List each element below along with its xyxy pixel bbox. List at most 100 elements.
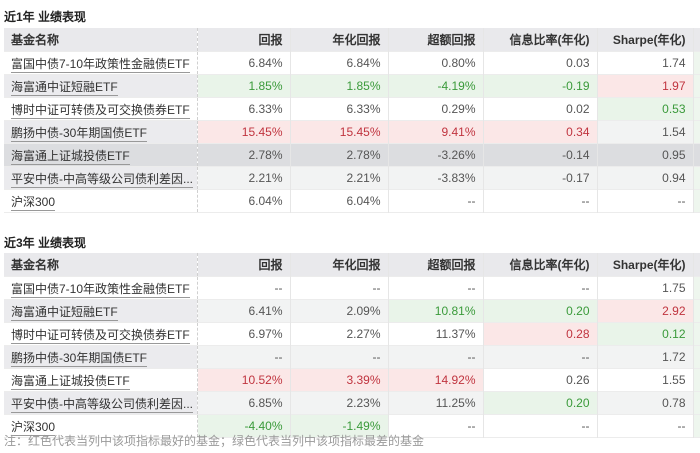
overflow-cell bbox=[693, 143, 700, 167]
column-header-3[interactable]: 超额回报 bbox=[388, 28, 484, 52]
metric-cell: -- bbox=[290, 276, 389, 300]
fund-name-link[interactable]: 海富通中证短融ETF bbox=[11, 79, 118, 96]
metric-cell: -- bbox=[197, 345, 291, 369]
fund-name-link[interactable]: 博时中证可转债及可交换债券ETF bbox=[11, 327, 190, 344]
fund-name-cell: 富国中债7-10年政策性金融债ETF bbox=[4, 51, 198, 75]
fund-name-link[interactable]: 博时中证可转债及可交换债券ETF bbox=[11, 102, 190, 119]
fund-name-cell: 平安中债-中高等级公司债利差因... bbox=[4, 166, 198, 190]
section-title-3y: 近3年 业绩表现 bbox=[4, 236, 87, 250]
column-header-5[interactable]: Sharpe(年化) bbox=[597, 28, 694, 52]
fund-name-cell: 海富通中证短融ETF bbox=[4, 74, 198, 98]
metric-cell: -- bbox=[290, 345, 389, 369]
metric-cell: 1.55 bbox=[597, 368, 694, 392]
table-row: 博时中证可转债及可交换债券ETF 6.97% 2.27% 11.37% 0.28 0.12 bbox=[4, 322, 700, 346]
metric-cell: 2.09% bbox=[290, 299, 389, 323]
metric-cell: -0.14 bbox=[483, 143, 598, 167]
metric-cell: -- bbox=[483, 345, 598, 369]
metric-cell: 0.78 bbox=[597, 391, 694, 415]
metric-cell: 6.84% bbox=[197, 51, 291, 75]
metric-cell: -4.19% bbox=[388, 74, 484, 98]
table-row: 平安中债-中高等级公司债利差因... 6.85% 2.23% 11.25% 0.20 0.… bbox=[4, 391, 700, 415]
metric-cell: 6.97% bbox=[197, 322, 291, 346]
table-row: 博时中证可转债及可交换债券ETF 6.33% 6.33% 0.29% 0.02 0.53 bbox=[4, 97, 700, 121]
fund-name-cell: 沪深300 bbox=[4, 189, 198, 213]
metric-cell: 6.84% bbox=[290, 51, 389, 75]
overflow-cell bbox=[693, 120, 700, 144]
metric-cell: 2.78% bbox=[290, 143, 389, 167]
metric-cell: -- bbox=[597, 189, 694, 213]
metric-cell: 0.20 bbox=[483, 299, 598, 323]
metric-cell: 2.78% bbox=[197, 143, 291, 167]
fund-name-link[interactable]: 平安中债-中高等级公司债利差因... bbox=[11, 396, 193, 413]
column-header-name[interactable]: 基金名称 bbox=[4, 28, 198, 52]
metric-cell: 1.97 bbox=[597, 74, 694, 98]
fund-name-cell: 海富通中证短融ETF bbox=[4, 299, 198, 323]
metric-cell: 0.20 bbox=[483, 391, 598, 415]
overflow-cell bbox=[693, 391, 700, 415]
fund-name-cell: 富国中债7-10年政策性金融债ETF bbox=[4, 276, 198, 300]
fund-name-cell: 海富通上证城投债ETF bbox=[4, 143, 198, 167]
column-header-4[interactable]: 信息比率(年化) bbox=[483, 28, 598, 52]
overflow-cell bbox=[693, 97, 700, 121]
performance-table-1y: 基金名称 回报 年化回报 超额回报 信息比率(年化) Sharpe(年化) 富国中债7-1… bbox=[4, 28, 700, 213]
metric-cell: 6.33% bbox=[290, 97, 389, 121]
metric-cell: 0.26 bbox=[483, 368, 598, 392]
table-row: 富国中债7-10年政策性金融债ETF -- -- -- -- 1.75 bbox=[4, 276, 700, 300]
metric-cell: 10.52% bbox=[197, 368, 291, 392]
fund-name-link[interactable]: 平安中债-中高等级公司债利差因... bbox=[11, 171, 193, 188]
column-header-4[interactable]: 信息比率(年化) bbox=[483, 253, 598, 277]
metric-cell: -4.40% bbox=[197, 414, 291, 438]
metric-cell: 0.12 bbox=[597, 322, 694, 346]
metric-cell: -- bbox=[197, 276, 291, 300]
overflow-cell bbox=[693, 276, 700, 300]
column-header-1[interactable]: 回报 bbox=[197, 253, 291, 277]
metric-cell: -- bbox=[483, 276, 598, 300]
overflow-cell bbox=[693, 322, 700, 346]
metric-cell: 2.92 bbox=[597, 299, 694, 323]
column-header-3[interactable]: 超额回报 bbox=[388, 253, 484, 277]
metric-cell: 15.45% bbox=[197, 120, 291, 144]
fund-name-cell: 海富通上证城投债ETF bbox=[4, 368, 198, 392]
metric-cell: 0.28 bbox=[483, 322, 598, 346]
section-title-1y: 近1年 业绩表现 bbox=[4, 10, 87, 24]
table-row: 海富通上证城投债ETF 10.52% 3.39% 14.92% 0.26 1.55 bbox=[4, 368, 700, 392]
fund-name-link[interactable]: 富国中债7-10年政策性金融债ETF bbox=[11, 281, 190, 298]
metric-cell: 1.74 bbox=[597, 51, 694, 75]
metric-cell: -1.49% bbox=[290, 414, 389, 438]
metric-cell: 10.81% bbox=[388, 299, 484, 323]
metric-cell: 0.34 bbox=[483, 120, 598, 144]
fund-name-cell: 博时中证可转债及可交换债券ETF bbox=[4, 97, 198, 121]
fund-name-link[interactable]: 海富通上证城投债ETF bbox=[11, 373, 130, 390]
column-header-5[interactable]: Sharpe(年化) bbox=[597, 253, 694, 277]
metric-cell: 1.75 bbox=[597, 276, 694, 300]
metric-cell: -- bbox=[597, 414, 694, 438]
metric-cell: 9.41% bbox=[388, 120, 484, 144]
column-header-1[interactable]: 回报 bbox=[197, 28, 291, 52]
metric-cell: 6.04% bbox=[290, 189, 389, 213]
fund-name-link[interactable]: 鹏扬中债-30年期国债ETF bbox=[11, 350, 148, 367]
table-row: 海富通中证短融ETF 6.41% 2.09% 10.81% 0.20 2.92 bbox=[4, 299, 700, 323]
metric-cell: 11.25% bbox=[388, 391, 484, 415]
column-header-name[interactable]: 基金名称 bbox=[4, 253, 198, 277]
fund-name-link[interactable]: 海富通中证短融ETF bbox=[11, 304, 118, 321]
metric-cell: 3.39% bbox=[290, 368, 389, 392]
fund-name-link[interactable]: 沪深300 bbox=[11, 419, 56, 436]
column-header-2[interactable]: 年化回报 bbox=[290, 253, 389, 277]
column-header-2[interactable]: 年化回报 bbox=[290, 28, 389, 52]
legend-note: 注：红色代表当列中该项指标最好的基金；绿色代表当列中该项指标最差的基金 bbox=[4, 434, 425, 448]
metric-cell: 2.21% bbox=[197, 166, 291, 190]
overflow-cell bbox=[693, 189, 700, 213]
metric-cell: -0.17 bbox=[483, 166, 598, 190]
fund-name-link[interactable]: 鹏扬中债-30年期国债ETF bbox=[11, 125, 148, 142]
table-row: 富国中债7-10年政策性金融债ETF 6.84% 6.84% 0.80% 0.03 1.7… bbox=[4, 51, 700, 75]
fund-name-cell: 平安中债-中高等级公司债利差因... bbox=[4, 391, 198, 415]
metric-cell: -- bbox=[388, 276, 484, 300]
fund-name-link[interactable]: 海富通上证城投债ETF bbox=[11, 148, 130, 165]
fund-name-cell: 鹏扬中债-30年期国债ETF bbox=[4, 345, 198, 369]
metric-cell: 2.21% bbox=[290, 166, 389, 190]
metric-cell: 1.85% bbox=[197, 74, 291, 98]
metric-cell: 1.85% bbox=[290, 74, 389, 98]
fund-name-link[interactable]: 沪深300 bbox=[11, 194, 56, 211]
metric-cell: -- bbox=[483, 414, 598, 438]
fund-name-link[interactable]: 富国中债7-10年政策性金融债ETF bbox=[11, 56, 190, 73]
